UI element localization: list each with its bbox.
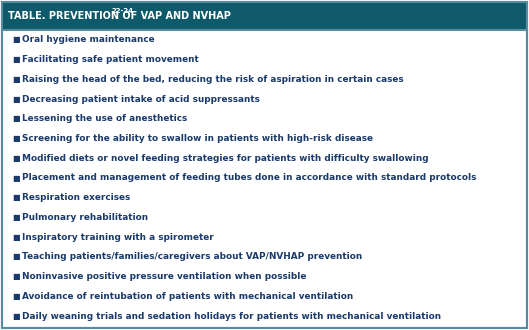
Bar xyxy=(2,2,527,30)
Text: ■: ■ xyxy=(12,252,20,261)
Text: ■: ■ xyxy=(12,233,20,242)
Text: Pulmonary rehabilitation: Pulmonary rehabilitation xyxy=(22,213,148,222)
Text: ■: ■ xyxy=(12,75,20,84)
Text: 22-24: 22-24 xyxy=(112,8,134,14)
Text: Screening for the ability to swallow in patients with high-risk disease: Screening for the ability to swallow in … xyxy=(22,134,373,143)
Text: Oral hygiene maintenance: Oral hygiene maintenance xyxy=(22,35,154,44)
Text: ■: ■ xyxy=(12,35,20,44)
Text: Placement and management of feeding tubes done in accordance with standard proto: Placement and management of feeding tube… xyxy=(22,174,477,182)
Text: Noninvasive positive pressure ventilation when possible: Noninvasive positive pressure ventilatio… xyxy=(22,272,306,281)
Text: Raising the head of the bed, reducing the risk of aspiration in certain cases: Raising the head of the bed, reducing th… xyxy=(22,75,404,84)
Text: ■: ■ xyxy=(12,95,20,104)
Text: ■: ■ xyxy=(12,134,20,143)
Text: Lessening the use of anesthetics: Lessening the use of anesthetics xyxy=(22,114,187,123)
Text: TABLE. PREVENTION OF VAP AND NVHAP: TABLE. PREVENTION OF VAP AND NVHAP xyxy=(8,11,231,21)
Text: ■: ■ xyxy=(12,312,20,321)
Text: Daily weaning trials and sedation holidays for patients with mechanical ventilat: Daily weaning trials and sedation holida… xyxy=(22,312,441,321)
Text: ■: ■ xyxy=(12,272,20,281)
Text: ■: ■ xyxy=(12,154,20,163)
Text: ■: ■ xyxy=(12,292,20,301)
Text: Inspiratory training with a spirometer: Inspiratory training with a spirometer xyxy=(22,233,214,242)
Text: Teaching patients/families/caregivers about VAP/NVHAP prevention: Teaching patients/families/caregivers ab… xyxy=(22,252,362,261)
Text: ■: ■ xyxy=(12,174,20,182)
Text: ■: ■ xyxy=(12,114,20,123)
Text: ■: ■ xyxy=(12,213,20,222)
Text: Respiration exercises: Respiration exercises xyxy=(22,193,130,202)
Text: ■: ■ xyxy=(12,193,20,202)
Text: ■: ■ xyxy=(12,55,20,64)
Text: Modified diets or novel feeding strategies for patients with difficulty swallowi: Modified diets or novel feeding strategi… xyxy=(22,154,428,163)
Text: Avoidance of reintubation of patients with mechanical ventilation: Avoidance of reintubation of patients wi… xyxy=(22,292,353,301)
Text: Facilitating safe patient movement: Facilitating safe patient movement xyxy=(22,55,199,64)
Text: Decreasing patient intake of acid suppressants: Decreasing patient intake of acid suppre… xyxy=(22,95,260,104)
